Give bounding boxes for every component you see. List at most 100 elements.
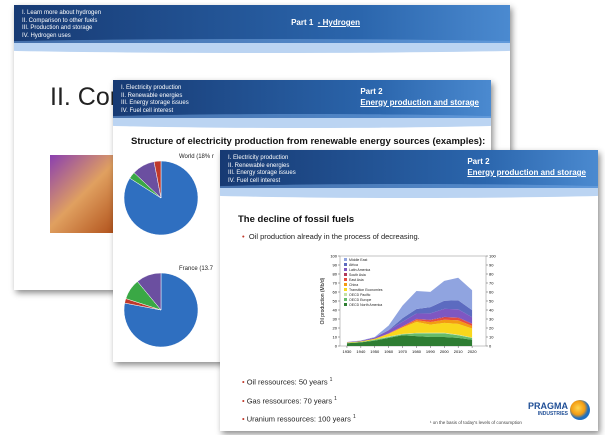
part: Part 2 Energy production and storage bbox=[360, 86, 479, 108]
x-tick-label: 1950 bbox=[370, 349, 380, 354]
nav-item: III. Energy storage issues bbox=[121, 100, 189, 106]
x-tick-label: 1960 bbox=[384, 349, 394, 354]
legend-label: Latin America bbox=[349, 268, 370, 272]
y2-tick-label: 0 bbox=[489, 344, 492, 349]
section: Energy production and storage bbox=[360, 98, 479, 107]
slide: I. Electricity production II. Renewable e… bbox=[220, 150, 598, 431]
resource-text: Uranium ressources: 100 years bbox=[246, 414, 351, 424]
y2-tick-label: 90 bbox=[489, 263, 494, 268]
nav-item: III. Production and storage bbox=[22, 25, 93, 31]
legend-label: OECD North America bbox=[349, 303, 382, 307]
legend-label: Middle East bbox=[349, 258, 367, 262]
section: - Hydrogen bbox=[317, 18, 360, 27]
y-axis-label: Oil production (Mb/d) bbox=[320, 277, 326, 324]
slide-title: Structure of electricity production from… bbox=[131, 136, 486, 147]
y2-tick-label: 30 bbox=[489, 317, 494, 322]
x-tick-label: 2010 bbox=[454, 349, 464, 354]
slide-header bbox=[220, 150, 598, 198]
y-tick-label: 10 bbox=[333, 335, 338, 340]
legend-label: Africa bbox=[349, 263, 358, 267]
slide-header bbox=[14, 5, 510, 53]
legend-swatch bbox=[344, 288, 347, 291]
y2-tick-label: 70 bbox=[489, 281, 494, 286]
legend-swatch bbox=[344, 258, 347, 261]
pie-label: France (13.7 bbox=[179, 266, 214, 272]
nav: I. Learn more about hydrogen II. Comparis… bbox=[22, 10, 101, 40]
pies: World (18% r France (13.7 bbox=[123, 154, 214, 348]
part-label: Part 2 bbox=[467, 157, 490, 166]
legend-label: OECD Europe bbox=[349, 298, 371, 302]
slide-title: II. Con bbox=[50, 83, 124, 111]
y2-tick-label: 60 bbox=[489, 290, 494, 295]
area bbox=[346, 322, 473, 343]
nav-item: I. Electricity production bbox=[228, 155, 289, 161]
legend-label: Transition Economies bbox=[349, 288, 383, 292]
bullet-text: Oil production already in the process of… bbox=[248, 232, 420, 241]
y2-tick-label: 80 bbox=[489, 272, 494, 277]
nav-item: IV. Fuel cell interest bbox=[228, 177, 281, 184]
x-tick-label: 1980 bbox=[412, 349, 422, 354]
legend-label: China bbox=[349, 283, 358, 287]
nav-item: II. Comparison to other fuels bbox=[22, 17, 98, 24]
area bbox=[346, 308, 473, 343]
photo bbox=[50, 155, 116, 233]
y2-tick-label: 20 bbox=[489, 326, 494, 331]
slide-title: The decline of fossil fuels bbox=[238, 214, 355, 225]
y-tick-label: 90 bbox=[333, 263, 338, 268]
part: Part 2 Energy production and storage bbox=[467, 156, 586, 178]
logo-text: INDUSTRIES bbox=[537, 411, 568, 417]
nav-item: I. Electricity production bbox=[121, 85, 182, 91]
y-tick-label: 20 bbox=[333, 326, 338, 331]
area bbox=[346, 333, 473, 344]
y-tick-label: 80 bbox=[333, 272, 338, 277]
resource: • Oil ressources: 50 years 1 bbox=[242, 372, 356, 391]
nav-item: II. Renewable energies bbox=[228, 162, 290, 169]
y-tick-label: 50 bbox=[333, 299, 338, 304]
legend-label: East Asia bbox=[349, 278, 364, 282]
y-tick-label: 60 bbox=[333, 290, 338, 295]
y2-tick-label: 50 bbox=[489, 299, 494, 304]
area bbox=[346, 335, 473, 346]
part: Part 1 - Hydrogen bbox=[291, 17, 360, 28]
y2-tick-label: 100 bbox=[489, 254, 496, 259]
legend-swatch bbox=[344, 268, 347, 271]
resources: • Oil ressources: 50 years 1 • Gas ressour… bbox=[242, 372, 356, 428]
resource-note: 1 bbox=[334, 395, 337, 402]
bullet-dot: • bbox=[242, 396, 247, 405]
nav-item: III. Energy storage issues bbox=[228, 170, 296, 176]
x-tick-label: 1930 bbox=[342, 349, 352, 354]
bullet-dot: • bbox=[242, 377, 247, 387]
y-tick-label: 40 bbox=[333, 308, 338, 313]
area bbox=[346, 319, 473, 343]
legend-label: OECD Pacific bbox=[349, 293, 371, 297]
pie-slice bbox=[137, 272, 162, 311]
resource-text: Oil ressources: 50 years bbox=[246, 377, 328, 387]
resource: • Uranium ressources: 100 years 1 bbox=[242, 409, 356, 428]
x-tick-label: 2020 bbox=[468, 349, 478, 354]
bullet: • Oil production already in the process … bbox=[242, 232, 420, 241]
nav-item: IV. Hydrogen uses bbox=[22, 32, 71, 39]
nav-item: II. Renewable energies bbox=[121, 92, 183, 99]
legend-swatch bbox=[344, 303, 347, 306]
y-tick-label: 30 bbox=[333, 317, 338, 322]
legend-label: South Asia bbox=[349, 273, 366, 277]
x-tick-label: 1990 bbox=[426, 349, 436, 354]
legend-swatch bbox=[344, 263, 347, 266]
y-tick-label: 70 bbox=[333, 281, 338, 286]
nav-item: IV. Fuel cell interest bbox=[121, 107, 174, 114]
pie-slice bbox=[153, 160, 162, 199]
x-tick-label: 1970 bbox=[398, 349, 408, 354]
nav: I. Electricity production II. Renewable e… bbox=[228, 155, 296, 185]
section: Energy production and storage bbox=[467, 168, 586, 177]
area bbox=[346, 317, 473, 343]
nav-item: I. Learn more about hydrogen bbox=[22, 10, 102, 16]
slide-header bbox=[113, 80, 491, 128]
legend-swatch bbox=[344, 273, 347, 276]
legend-swatch bbox=[344, 293, 347, 296]
part-label: Part 1 bbox=[291, 18, 314, 27]
logo: PRAGMA INDUSTRIES bbox=[528, 402, 568, 418]
y2-tick-label: 10 bbox=[489, 335, 494, 340]
footnote: ¹ on the basis of today's levels of cons… bbox=[430, 420, 522, 425]
area-chart: 0 10 20 30 40 50 60 70 80 90 100 0 10 20 30 40 50 60 70 80 9… bbox=[320, 254, 496, 355]
